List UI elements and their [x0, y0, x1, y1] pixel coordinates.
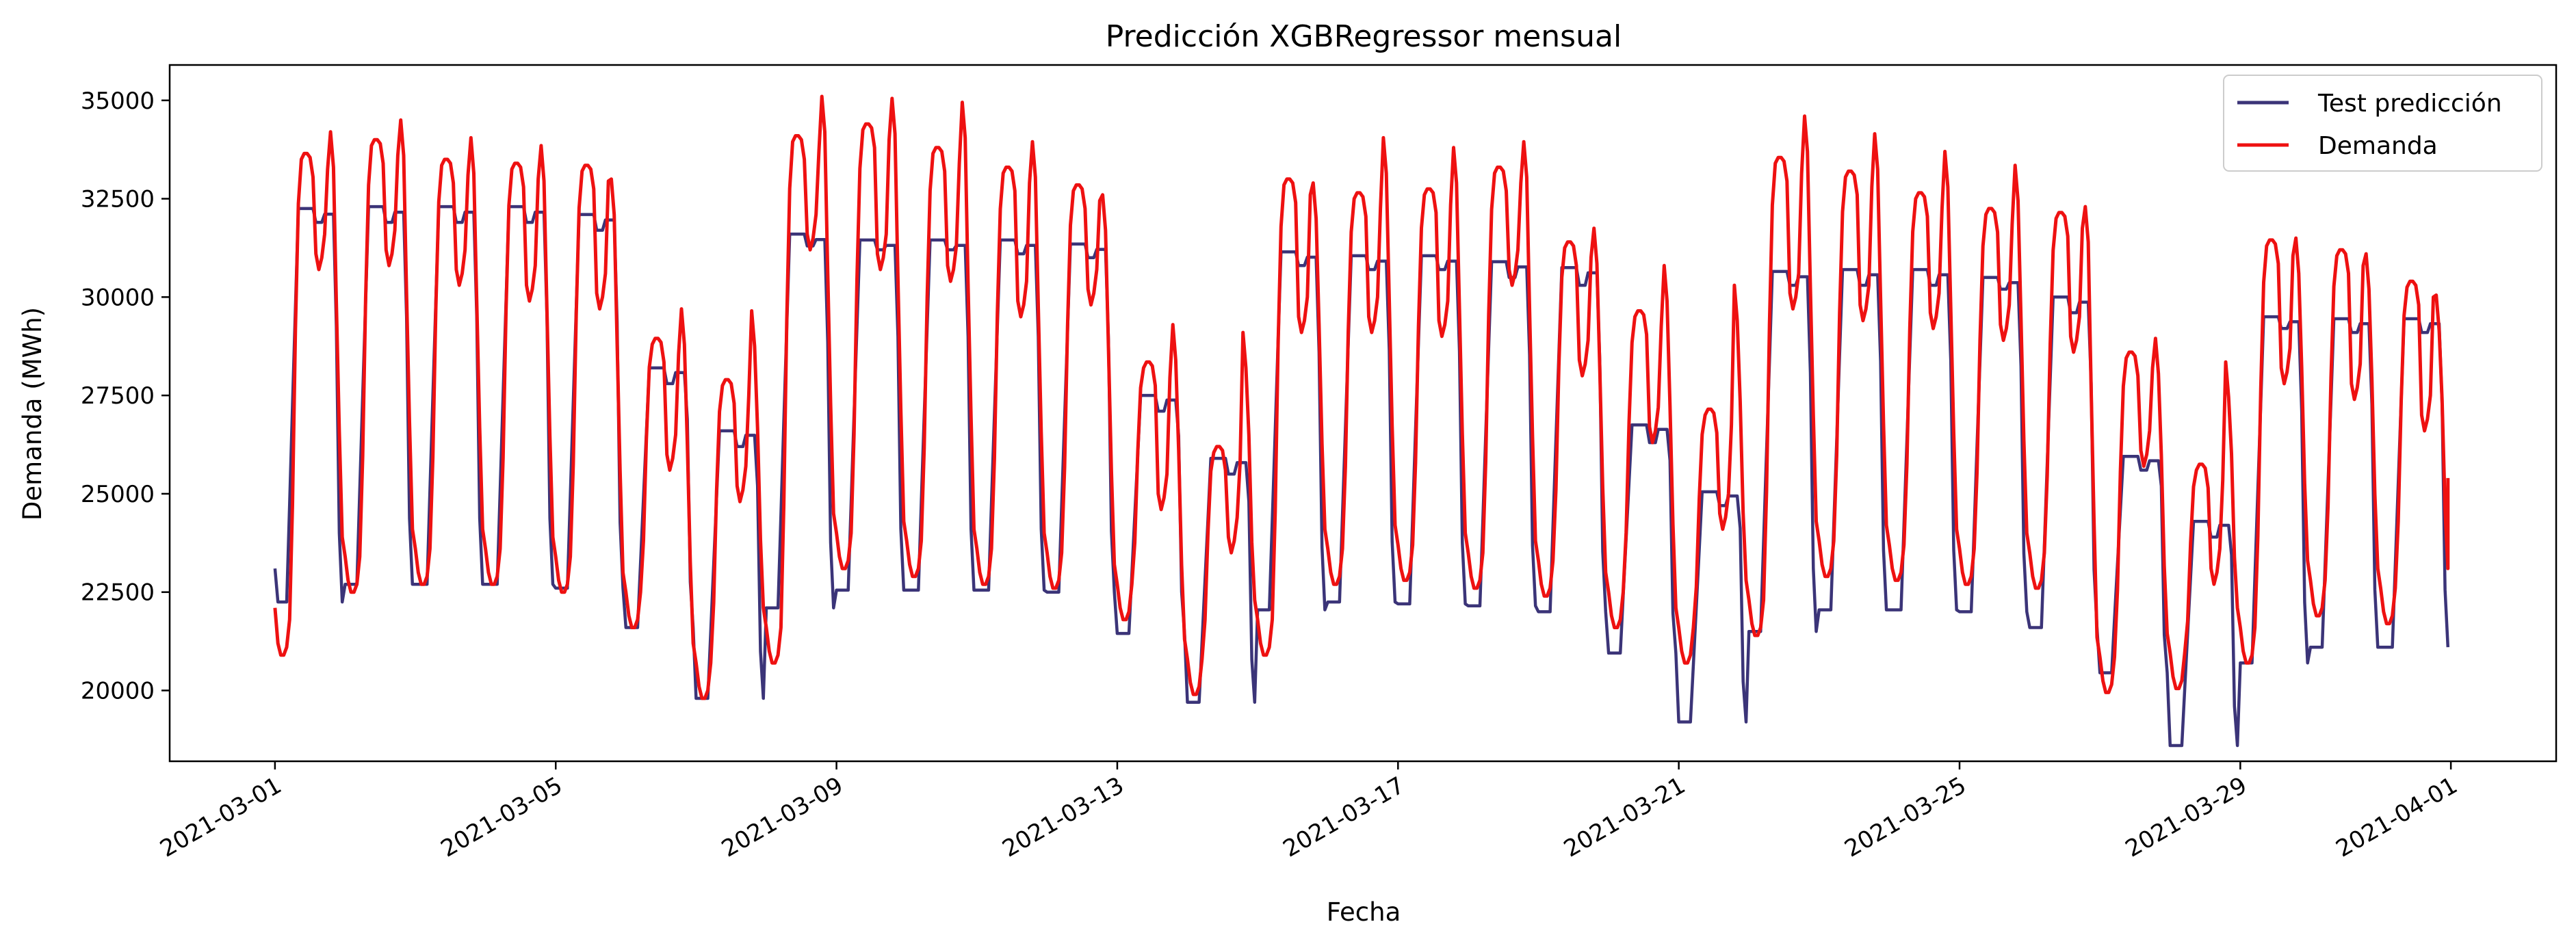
y-tick-label: 27500: [81, 382, 155, 410]
y-axis-title: Demanda (MWh): [18, 307, 47, 521]
y-axis: 20000 22500 25000 27500 30000 32500 35000: [81, 88, 170, 705]
y-tick-label: 22500: [81, 579, 155, 607]
plot-area: [168, 64, 2558, 763]
series-line-demand: [273, 94, 2450, 700]
legend-label-demand: Demanda: [2318, 132, 2438, 160]
chart-title: Predicción XGBRegressor mensual: [1106, 19, 1622, 54]
y-tick-label: 30000: [81, 284, 155, 311]
plot-frame: [168, 64, 2558, 763]
legend-box: [2223, 75, 2542, 172]
y-tick-label: 32500: [81, 186, 155, 213]
legend-label-prediction: Test predicción: [2317, 90, 2502, 118]
x-axis-title: Fecha: [1327, 897, 1401, 927]
series-lines: [273, 94, 2450, 748]
y-tick-label: 25000: [81, 481, 155, 508]
y-tick-label: 20000: [81, 677, 155, 705]
legend: Test predicción Demanda: [2223, 75, 2542, 172]
y-tick-label: 35000: [81, 88, 155, 115]
series-line-prediction: [273, 205, 2450, 748]
